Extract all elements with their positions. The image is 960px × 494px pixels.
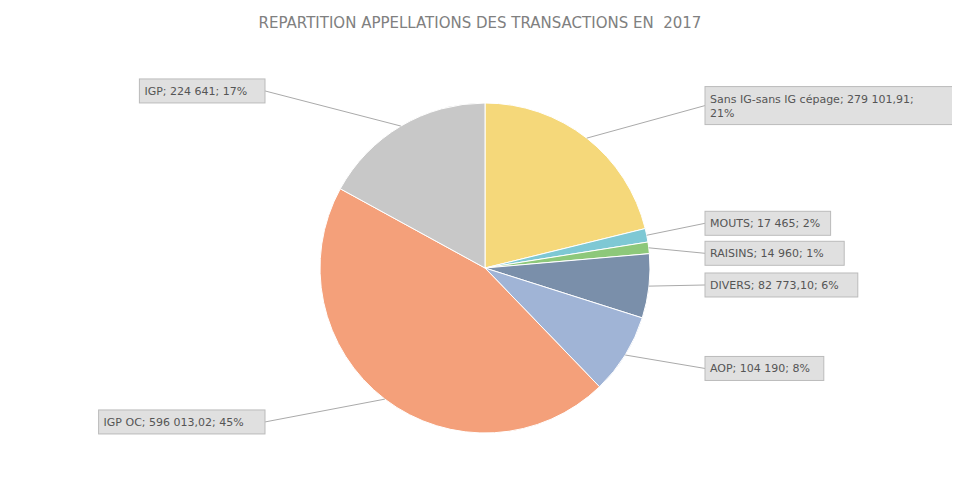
html-text:REPARTITION APPELLATIONS DES T: REPARTITION APPELLATIONS DES TRANSACTION… xyxy=(258,14,702,32)
svg-text:AOP; 104 190; 8%: AOP; 104 190; 8% xyxy=(710,362,810,375)
svg-text:RAISINS; 14 960; 1%: RAISINS; 14 960; 1% xyxy=(710,247,824,260)
svg-text:DIVERS; 82 773,10; 6%: DIVERS; 82 773,10; 6% xyxy=(710,278,839,291)
svg-text:IGP; 224 641; 17%: IGP; 224 641; 17% xyxy=(144,84,247,97)
svg-text:Sans IG-sans IG cépage; 279 10: Sans IG-sans IG cépage; 279 101,91;21% xyxy=(710,92,914,119)
svg-text:IGP OC; 596 013,02; 45%: IGP OC; 596 013,02; 45% xyxy=(104,415,244,428)
svg-text:MOUTS; 17 465; 2%: MOUTS; 17 465; 2% xyxy=(710,217,820,230)
